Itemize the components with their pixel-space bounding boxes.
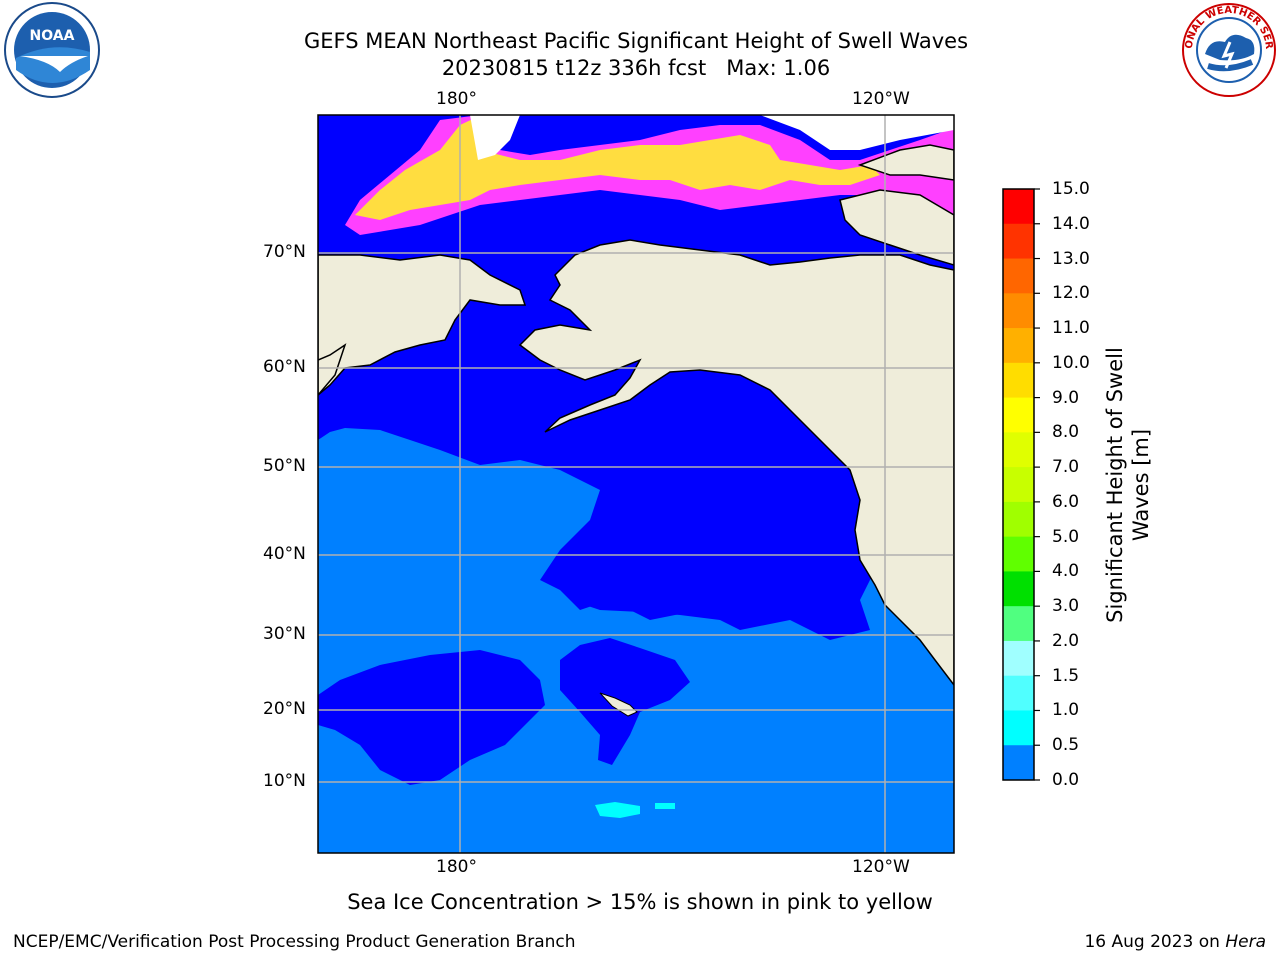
- colorbar-tick-label: 15.0: [1052, 179, 1090, 199]
- chart-subtitle: 20230815 t12z 336h fcst Max: 1.06: [0, 55, 1272, 81]
- colorbar-tick-label: 1.0: [1052, 700, 1080, 721]
- colorbar-segment: [1003, 675, 1034, 711]
- land-alaska-canada: [518, 239, 954, 687]
- date-text: 16 Aug 2023 on Hera: [1084, 932, 1266, 952]
- lat-label-10n: 10°N: [263, 771, 306, 791]
- lat-label-20n: 20°N: [263, 699, 306, 719]
- nws-logo: NATIONAL WEATHER SERVICE: [1180, 2, 1276, 97]
- higher-swell-patch: [595, 802, 640, 818]
- colorbar-segment: [1003, 432, 1034, 468]
- host-name: Hera: [1225, 932, 1266, 952]
- sea-ice-note: Sea Ice Concentration > 15% is shown in …: [347, 890, 933, 914]
- colorbar-segment: [1003, 745, 1034, 781]
- colorbar: [1002, 188, 1040, 781]
- colorbar-tick-label: 0.0: [1052, 770, 1080, 790]
- colorbar-tick-label: 0.5: [1052, 735, 1080, 756]
- colorbar-segment: [1003, 258, 1034, 294]
- colorbar-tick-label: 11.0: [1052, 318, 1090, 339]
- colorbar-tick-label: 10.0: [1052, 352, 1090, 373]
- colorbar-segment: [1003, 536, 1034, 572]
- lon-label-bottom-120w: 120°W: [852, 857, 910, 877]
- colorbar-tick-label: 8.0: [1052, 422, 1080, 443]
- colorbar-tick-label: 2.0: [1052, 630, 1080, 651]
- low-swell-central: [570, 565, 820, 620]
- colorbar-tick-label: 7.0: [1052, 457, 1080, 478]
- date-value: 16 Aug 2023 on: [1084, 932, 1220, 952]
- colorbar-segment: [1003, 710, 1034, 746]
- colorbar-segment: [1003, 223, 1034, 260]
- colorbar-tick-label: 1.5: [1052, 665, 1080, 686]
- colorbar-segment: [1003, 571, 1034, 607]
- low-swell-hawaii: [560, 638, 690, 765]
- land-canadian-islands: [839, 189, 954, 266]
- map-frame: [317, 114, 955, 854]
- colorbar-label: Significant Height of Swell Waves [m]: [1102, 325, 1154, 645]
- colorbar-segment: [1003, 467, 1034, 503]
- land-kamchatka: [318, 343, 347, 397]
- land-arctic-island: [857, 144, 954, 181]
- low-swell-southwest: [318, 650, 545, 785]
- colorbar-label-line1: Significant Height of Swell: [1103, 347, 1127, 623]
- noaa-logo-text: NOAA: [30, 28, 75, 44]
- colorbar-segment: [1003, 328, 1034, 364]
- credit-text: NCEP/EMC/Verification Post Processing Pr…: [13, 932, 576, 952]
- colorbar-segment: [1003, 640, 1034, 677]
- colorbar-label-line2: Waves [m]: [1129, 428, 1153, 542]
- lat-label-50n: 50°N: [263, 456, 306, 476]
- run-info: 20230815 t12z 336h fcst: [441, 56, 707, 80]
- lat-label-70n: 70°N: [263, 242, 306, 262]
- colorbar-segment: [1003, 293, 1034, 329]
- colorbar-tick-label: 6.0: [1052, 491, 1080, 512]
- chart-title: GEFS MEAN Northeast Pacific Significant …: [303, 29, 969, 53]
- colorbar-tick-label: 5.0: [1052, 526, 1080, 547]
- max-value: Max: 1.06: [726, 56, 831, 80]
- colorbar-segment: [1003, 397, 1034, 433]
- noaa-logo: NOAA: [4, 2, 100, 98]
- colorbar-tick-label: 12.0: [1052, 283, 1090, 304]
- lat-label-30n: 30°N: [263, 624, 306, 644]
- colorbar-tick-label: 13.0: [1052, 248, 1090, 269]
- colorbar-tick-label: 14.0: [1052, 213, 1090, 234]
- colorbar-frame: [1002, 188, 1035, 781]
- graticule: [318, 115, 954, 853]
- lat-label-40n: 40°N: [263, 544, 306, 564]
- colorbar-tick-label: 9.0: [1052, 387, 1080, 408]
- colorbar-segment: [1003, 189, 1034, 225]
- colorbar-segment: [1003, 606, 1034, 642]
- lon-label-bottom-180: 180°: [436, 857, 477, 877]
- sea-ice-yellow: [355, 118, 880, 220]
- sea-ice-white: [470, 115, 954, 160]
- colorbar-segment: [1003, 362, 1034, 399]
- colorbar-tick-label: 3.0: [1052, 596, 1080, 617]
- lat-label-60n: 60°N: [263, 357, 306, 377]
- lon-label-top-120w: 120°W: [852, 89, 910, 109]
- colorbar-segment: [1003, 501, 1034, 538]
- higher-swell-patch-2: [655, 803, 675, 809]
- lon-label-top-180: 180°: [436, 89, 477, 109]
- colorbar-tick-label: 4.0: [1052, 561, 1080, 582]
